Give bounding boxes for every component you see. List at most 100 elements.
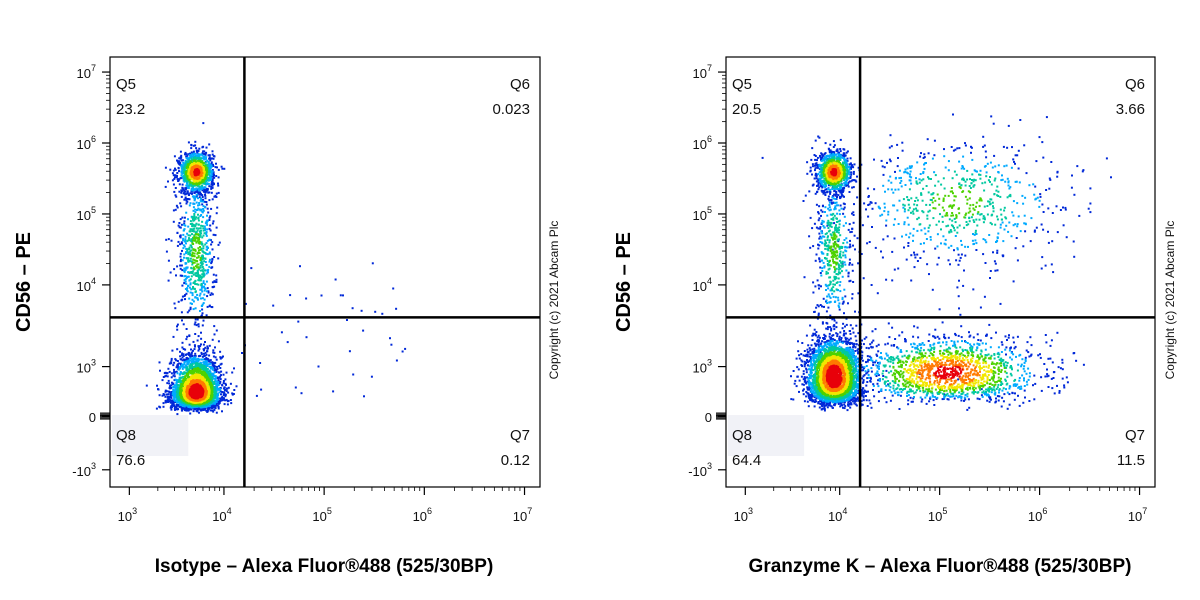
event-dot [185,211,188,214]
event-dot [197,335,200,338]
event-dot [186,362,189,365]
event-dot [162,402,165,405]
event-dot [195,370,198,373]
event-dot [166,375,169,378]
event-dot [170,393,173,396]
event-dot [172,183,175,186]
event-dot [193,219,196,222]
event-dot [184,174,187,177]
event-dot [170,372,173,375]
event-dot [196,154,199,157]
event-dot [214,234,217,237]
event-dot [175,274,177,277]
event-dot [202,245,205,248]
event-dot [170,362,173,365]
event-dot [219,390,222,393]
event-dot [189,283,192,286]
event-dot [259,362,262,364]
event-dot [206,176,209,179]
event-dot [202,209,205,212]
event-dot [192,150,195,153]
event-dot [211,150,214,153]
event-dot [188,161,191,164]
event-dot [179,162,182,164]
event-dot [390,343,393,346]
event-dot [185,202,188,205]
event-dot [182,375,185,378]
event-dot [181,169,184,172]
event-dot [209,373,212,376]
low-signal-region [112,415,189,456]
event-dot [208,156,211,159]
event-dot [186,154,189,157]
event-dot [192,377,195,380]
event-dot [198,376,201,379]
event-dot [191,216,194,219]
event-dot [191,298,194,301]
event-dot [194,208,197,211]
event-dot [216,392,218,395]
event-dot [173,372,176,375]
event-dot [185,379,188,382]
event-dot [211,372,214,375]
event-dot [206,287,209,290]
event-dot [172,220,175,223]
event-dot [198,249,200,252]
event-dot [197,207,200,210]
event-dot [201,236,204,239]
event-dot [196,293,199,296]
event-dot [199,246,201,248]
event-dot [205,290,208,293]
event-dot [202,247,205,250]
event-dot [217,243,220,246]
event-dot [212,171,215,174]
event-dot [197,377,200,380]
event-dot [187,166,190,169]
event-dot [215,192,218,195]
event-dot [174,399,177,402]
event-dot [184,377,186,380]
event-dot [180,381,183,384]
event-dot [229,382,232,385]
event-dot [205,201,208,203]
event-dot [192,159,195,162]
event-dot [184,298,186,301]
event-dot [172,382,175,385]
event-dot [189,161,192,164]
event-dot [225,398,228,401]
event-dot [207,165,210,167]
event-dot [205,231,208,234]
event-dot [162,405,165,408]
event-dot [187,260,190,263]
event-dot [202,208,205,210]
event-dot [215,385,218,388]
event-dot [212,403,215,406]
event-dot [172,402,175,404]
event-dot [188,334,191,337]
event-dot [192,358,195,361]
event-dot [214,356,217,359]
event-dot [202,280,205,283]
event-dot [227,391,230,394]
event-dot [170,386,173,389]
event-dot [244,302,247,305]
event-dot [191,233,193,236]
event-dot [190,187,193,190]
event-dot [201,184,204,187]
event-dot [172,400,175,403]
event-dot [206,207,209,210]
event-dot [201,152,204,155]
event-dot [181,359,184,362]
event-dot [223,403,226,406]
event-dot [188,384,190,387]
event-dot [184,240,187,243]
event-dot [202,272,205,275]
event-dot [219,356,222,359]
event-dot [199,227,202,230]
event-dot [190,157,193,160]
event-dot [187,198,190,201]
event-dot [176,360,179,362]
event-dot [178,380,180,383]
event-dot [193,356,195,359]
event-dot [197,219,200,222]
